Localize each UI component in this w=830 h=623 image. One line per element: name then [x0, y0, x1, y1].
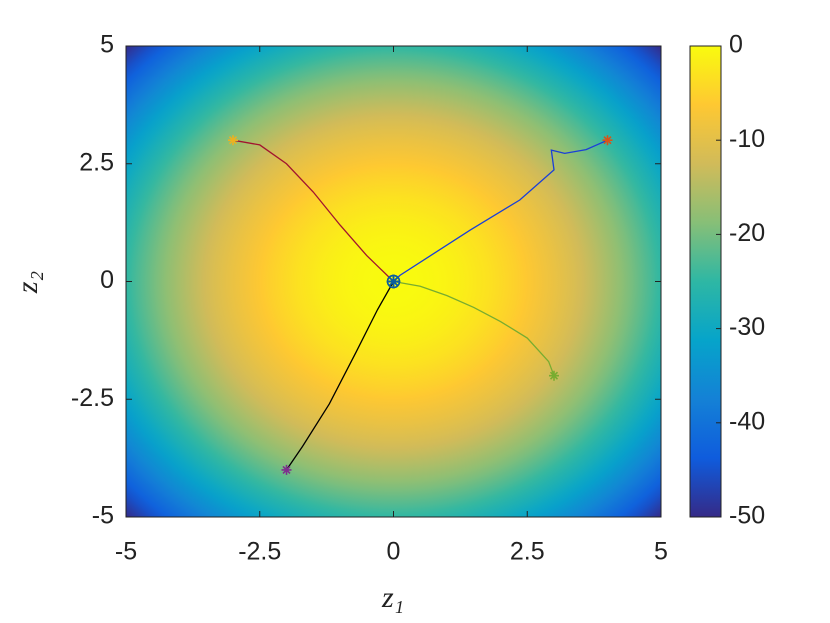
colorbar-tick-label: -20 [729, 219, 765, 247]
y-axis-label: z₂ [11, 271, 44, 294]
x-tick-label: 2.5 [510, 538, 545, 566]
y-tick-label: 2.5 [79, 148, 114, 176]
x-axis-label: z₁ [381, 581, 404, 614]
colorbar-tick-label: -10 [729, 125, 765, 153]
trajectory [393, 139, 608, 282]
x-tick-label: -5 [115, 538, 137, 566]
colorbar-tick-label: -30 [729, 313, 765, 341]
colorbar-tick-label: -40 [729, 407, 765, 435]
x-tick-label: 0 [387, 538, 401, 566]
y-tick-label: 5 [100, 31, 114, 59]
start-marker [228, 135, 238, 146]
end-marker-ring [386, 274, 401, 289]
start-marker [549, 370, 559, 381]
trajectory [232, 139, 394, 282]
start-marker [602, 135, 613, 146]
start-marker [281, 464, 292, 475]
x-tick-label: 5 [654, 538, 668, 566]
end-marker [388, 276, 399, 287]
trajectory [285, 281, 395, 471]
colorbar [689, 45, 722, 518]
colorbar-tick-label: -50 [729, 502, 765, 530]
colorbar-tick-label: 0 [729, 31, 743, 59]
x-tick-label: -2.5 [238, 538, 281, 566]
y-tick-label: -5 [92, 502, 114, 530]
trajectory [393, 280, 555, 376]
y-tick-label: 0 [100, 266, 114, 294]
y-tick-label: -2.5 [71, 384, 114, 412]
